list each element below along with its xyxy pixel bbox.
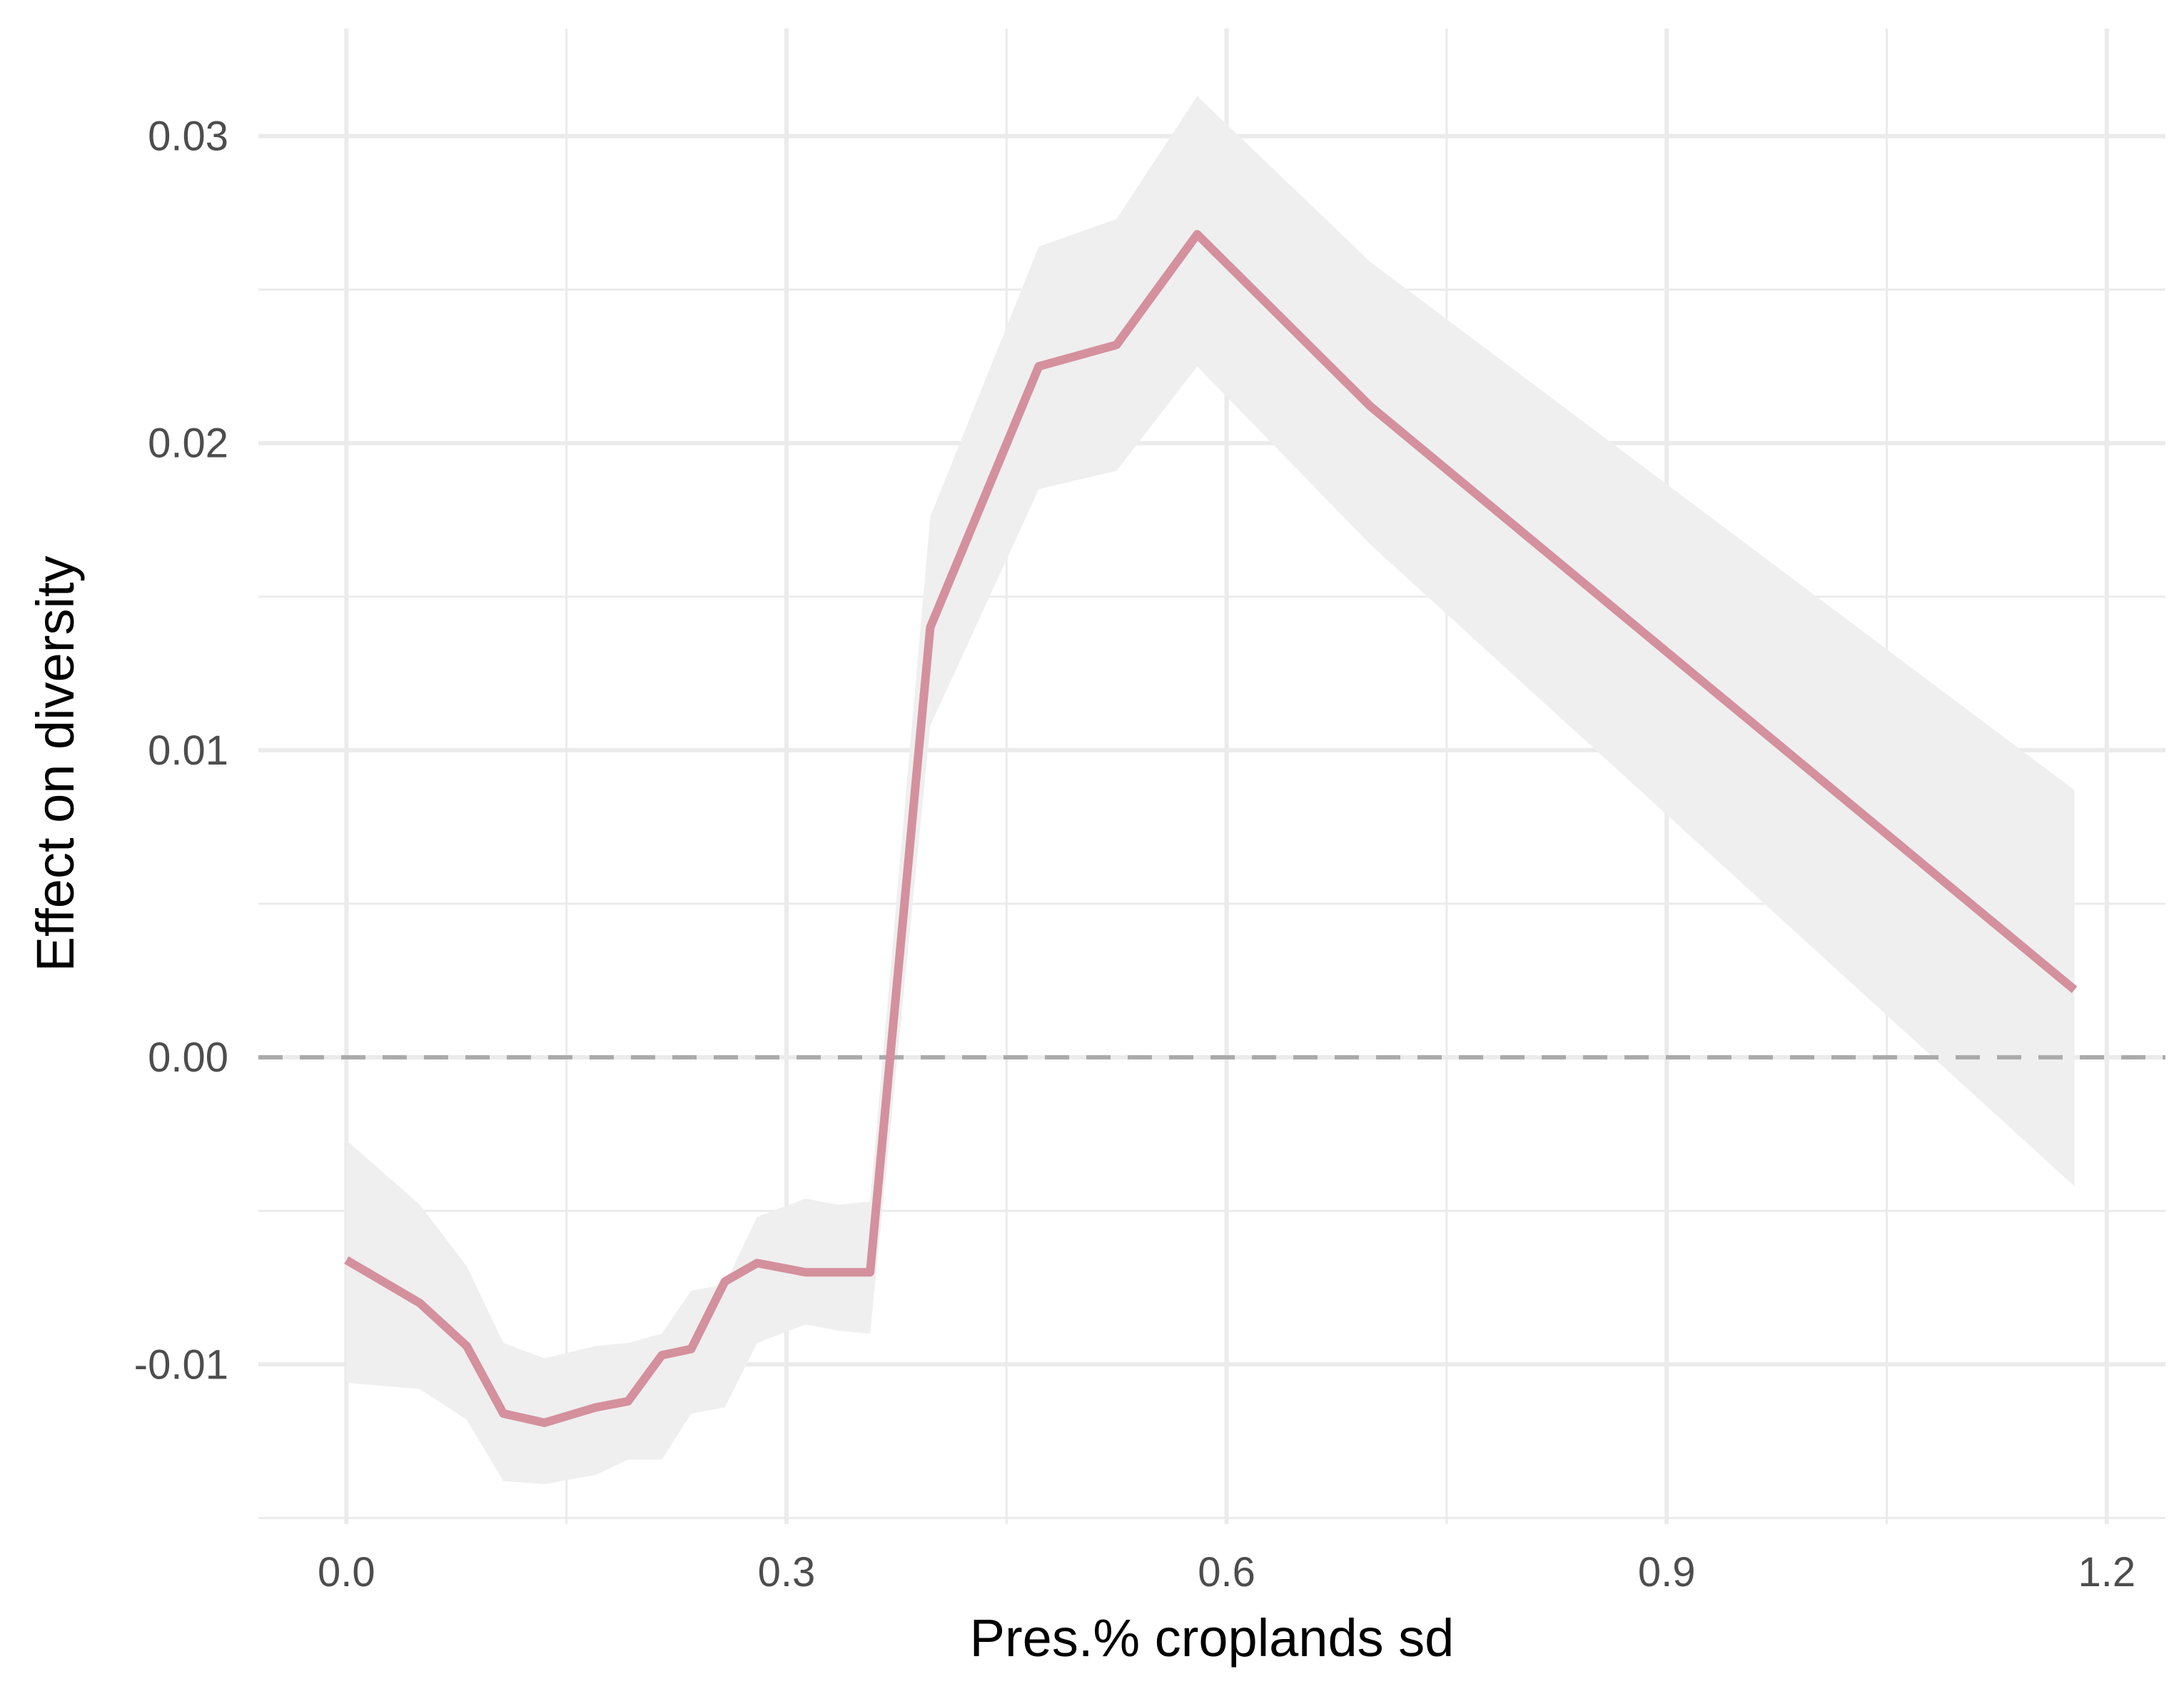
- y-tick-label: 0.03: [148, 114, 228, 160]
- x-tick-label: 0.6: [1198, 1549, 1255, 1595]
- x-axis-title: Pres.% croplands sd: [970, 1608, 1455, 1668]
- y-tick-label: -0.01: [134, 1341, 228, 1388]
- y-axis-title: Effect on diversity: [26, 556, 85, 972]
- y-tick-label: 0.00: [148, 1034, 228, 1081]
- y-tick-label: 0.02: [148, 420, 228, 467]
- x-tick-label: 1.2: [2078, 1549, 2135, 1595]
- y-tick-label: 0.01: [148, 727, 228, 774]
- x-tick-label: 0.9: [1638, 1549, 1696, 1595]
- x-tick-label: 0.0: [318, 1549, 375, 1595]
- confidence-band: [346, 96, 2074, 1484]
- y-axis-ticks: -0.01 0.00 0.01 0.02 0.03: [134, 114, 228, 1388]
- x-tick-label: 0.3: [758, 1549, 816, 1595]
- confidence-band-layer: [346, 96, 2074, 1484]
- x-axis-ticks: 0.0 0.3 0.6 0.9 1.2: [318, 1549, 2135, 1595]
